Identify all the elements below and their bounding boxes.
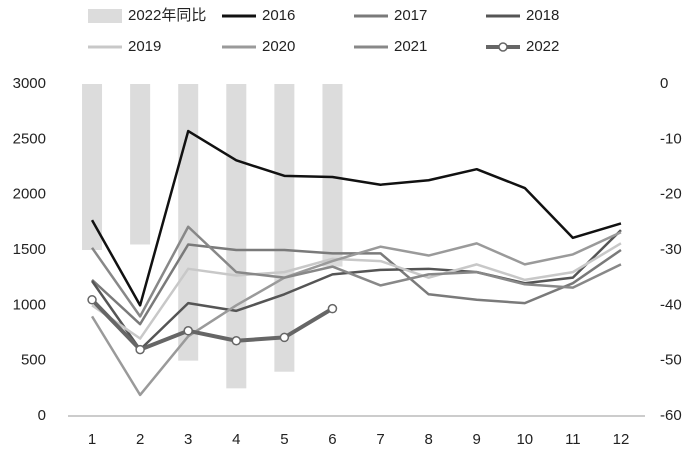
x-tick-label: 7	[376, 431, 384, 448]
bar	[82, 84, 103, 250]
y2-tick-label: -10	[660, 130, 682, 147]
legend-label: 2020	[262, 38, 295, 55]
point	[87, 295, 97, 305]
series-line	[91, 242, 622, 340]
x-tick-label: 2	[136, 431, 144, 448]
legend-label: 2021	[394, 38, 427, 55]
x-tick-label: 12	[613, 431, 630, 448]
legend-marker	[498, 42, 508, 52]
y2-tick-label: -60	[660, 407, 682, 424]
point	[135, 344, 145, 355]
y-tick-label: 500	[21, 352, 46, 369]
point	[183, 326, 193, 336]
legend-label: 2016	[262, 7, 295, 24]
x-tick-label: 9	[473, 431, 481, 448]
y-tick-label: 3000	[13, 75, 46, 92]
bar	[130, 84, 151, 245]
y-tick-label: 1500	[13, 241, 46, 258]
legend-label: 2022	[526, 38, 559, 55]
x-tick-label: 10	[516, 431, 533, 448]
y-tick-label: 0	[38, 407, 46, 424]
y-tick-label: 2500	[13, 130, 46, 147]
series-line	[90, 129, 622, 307]
series-line	[90, 298, 334, 352]
bar	[274, 84, 295, 372]
bar	[178, 84, 199, 361]
point	[231, 335, 242, 346]
legend-label: 2017	[394, 7, 427, 24]
x-tick-label: 4	[232, 431, 240, 448]
bar	[226, 84, 247, 389]
bar	[322, 84, 343, 267]
legend-swatch	[88, 9, 122, 23]
series-line	[91, 229, 622, 351]
y2-tick-label: -50	[660, 352, 682, 369]
y2-tick-label: -30	[660, 241, 682, 258]
series-line	[90, 231, 622, 397]
x-tick-label: 8	[424, 431, 432, 448]
series-line	[91, 225, 622, 318]
y2-tick-label: -20	[660, 186, 682, 203]
y-tick-label: 2000	[13, 186, 46, 203]
legend-label: 2018	[526, 7, 559, 24]
x-tick-label: 6	[328, 431, 336, 448]
x-tick-label: 5	[280, 431, 288, 448]
x-tick-label: 11	[565, 431, 581, 448]
y2-tick-label: -40	[660, 296, 682, 313]
point	[279, 332, 290, 343]
legend-label: 2019	[128, 38, 161, 55]
point	[327, 303, 338, 314]
legend-label: 2022年同比	[128, 7, 206, 24]
y2-tick-label: 0	[660, 75, 668, 92]
y-tick-label: 1000	[13, 296, 46, 313]
x-tick-label: 3	[184, 431, 192, 448]
x-tick-label: 1	[88, 431, 96, 448]
